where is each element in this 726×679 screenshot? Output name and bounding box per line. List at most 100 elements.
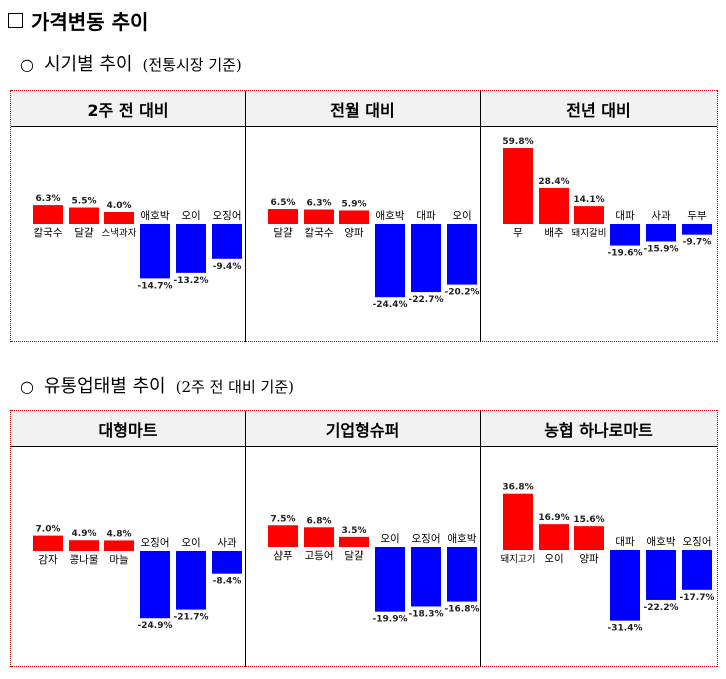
category-label: 양파 (344, 227, 364, 239)
bar-chart: 6.5% 달걀 6.3% 칼국수 5.9% 양파 -24.4% 애호박 -22.7% 대파 -20.… (246, 128, 480, 341)
bar-칼국수 (33, 205, 63, 224)
value-label: -24.9% (138, 621, 173, 631)
bar-chart: 7.0% 감자 4.9% 콩나물 4.8% 마늘 -24.9% 오징어 -21.7% 오이 -8.4… (11, 448, 245, 666)
value-label: 6.8% (307, 516, 332, 526)
bar-두부 (682, 224, 712, 235)
value-label: 4.9% (72, 529, 97, 539)
value-label: -19.9% (373, 615, 408, 625)
bar-chart: 36.8% 돼지고기 16.9% 오이 15.6% 양파 -31.4% 대파 -22.2% 애호박… (481, 448, 717, 666)
bar-돼지고기 (503, 493, 533, 550)
bar-무 (503, 148, 533, 224)
value-label: 4.8% (107, 529, 132, 539)
bar-샴푸 (268, 525, 298, 547)
category-label: 사과 (651, 210, 671, 222)
category-label: 오징어 (412, 533, 441, 545)
value-label: -19.6% (608, 249, 643, 259)
bar-사과 (646, 224, 676, 242)
bar-돼지갈비 (574, 206, 604, 224)
category-label: 배추 (544, 227, 564, 239)
bar-오이 (176, 551, 206, 610)
category-label: 오징어 (141, 537, 170, 549)
value-label: 3.5% (342, 526, 367, 536)
circle-bullet-icon: ○ (20, 377, 34, 396)
value-label: 16.9% (538, 513, 569, 523)
category-label: 애호박 (141, 210, 170, 222)
value-label: 14.1% (573, 195, 604, 205)
value-label: 7.5% (271, 514, 296, 524)
page-title-text: 가격변동 추이 (31, 10, 149, 34)
value-label: 6.3% (307, 199, 332, 209)
bar-오징어 (212, 224, 242, 259)
category-label: 사과 (217, 537, 237, 549)
section-label: 유통업태별 추이 (43, 376, 166, 397)
value-label: 15.6% (573, 515, 604, 525)
category-label: 애호박 (376, 210, 405, 222)
category-label: 애호박 (647, 536, 676, 548)
value-label: -13.2% (174, 276, 209, 286)
category-label: 오이 (544, 553, 563, 565)
value-label: -14.7% (138, 281, 173, 291)
value-label: 6.3% (36, 194, 61, 204)
bar-대파 (411, 224, 441, 293)
bar-스낵과자 (104, 212, 134, 224)
category-label: 무 (513, 227, 523, 239)
bar-감자 (33, 535, 63, 551)
bar-chart: 7.5% 샴푸 6.8% 고등어 3.5% 달걀 -19.9% 오이 -18.3% 오징어 -16.… (246, 448, 480, 666)
bar-사과 (212, 551, 242, 574)
bar-달걀 (69, 207, 99, 224)
bar-양파 (339, 210, 369, 224)
bar-달걀 (339, 536, 369, 547)
category-label: 오이 (380, 533, 399, 545)
bar-오징어 (682, 550, 712, 590)
category-label: 대파 (615, 210, 635, 222)
bar-콩나물 (69, 540, 99, 551)
value-label: -16.8% (445, 605, 480, 615)
value-label: -9.4% (213, 262, 242, 272)
bar-애호박 (646, 550, 676, 600)
category-label: 애호박 (448, 533, 477, 545)
category-label: 칼국수 (305, 226, 334, 239)
value-label: 36.8% (502, 483, 533, 493)
value-label: -31.4% (608, 624, 643, 634)
category-label: 달걀 (74, 226, 94, 239)
section-note: (2주 전 대비 기준) (175, 378, 294, 396)
value-label: 59.8% (502, 137, 533, 147)
chart-header: 농협 하나로마트 (480, 411, 717, 447)
bar-애호박 (375, 224, 405, 298)
section-title-channel: ○ 유통업태별 추이 (2주 전 대비 기준) (20, 372, 294, 398)
value-label: 4.0% (107, 201, 132, 211)
value-label: -15.9% (644, 244, 679, 254)
category-label: 고등어 (305, 550, 334, 562)
value-label: -17.7% (680, 593, 715, 603)
category-label: 오이 (181, 210, 200, 222)
value-label: 28.4% (538, 177, 569, 187)
value-label: 6.5% (271, 198, 296, 208)
bar-오이 (375, 547, 405, 612)
category-label: 달걀 (344, 549, 364, 562)
page-title: 가격변동 추이 (8, 6, 148, 35)
category-label: 감자 (38, 554, 58, 566)
section-title-period: ○ 시기별 추이 (전통시장 기준) (20, 50, 242, 76)
chart-panel-period: 2주 전 대비 전월 대비 전년 대비 6.3% 칼국수 5.5% 달걀 4.0% 스낵과… (10, 90, 718, 342)
value-label: -24.4% (373, 300, 408, 310)
value-label: -20.2% (445, 288, 480, 298)
bar-양파 (574, 526, 604, 550)
chart-panel-channel: 대형마트 기업형슈퍼 농협 하나로마트 7.0% 감자 4.9% 콩나물 4.8% 마늘 -… (10, 410, 718, 667)
section-label: 시기별 추이 (43, 54, 133, 75)
bar-칼국수 (304, 209, 334, 224)
category-label: 오징어 (683, 536, 712, 548)
value-label: 5.5% (72, 197, 97, 207)
bar-오징어 (411, 547, 441, 607)
bar-chart: 59.8% 무 28.4% 배추 14.1% 돼지갈비 -19.6% 대파 -15.9% 사과 -9… (481, 128, 717, 341)
category-label: 돼지고기 (501, 554, 536, 565)
chart-header: 대형마트 (11, 411, 245, 447)
category-label: 샴푸 (273, 550, 293, 562)
value-label: -8.4% (213, 577, 242, 587)
bar-배추 (539, 187, 569, 224)
bar-고등어 (304, 527, 334, 547)
bar-애호박 (447, 547, 477, 602)
category-label: 마늘 (109, 554, 129, 566)
section-note: (전통시장 기준) (142, 56, 242, 74)
checkbox-square-icon (8, 13, 23, 28)
chart-header: 전년 대비 (480, 91, 717, 127)
